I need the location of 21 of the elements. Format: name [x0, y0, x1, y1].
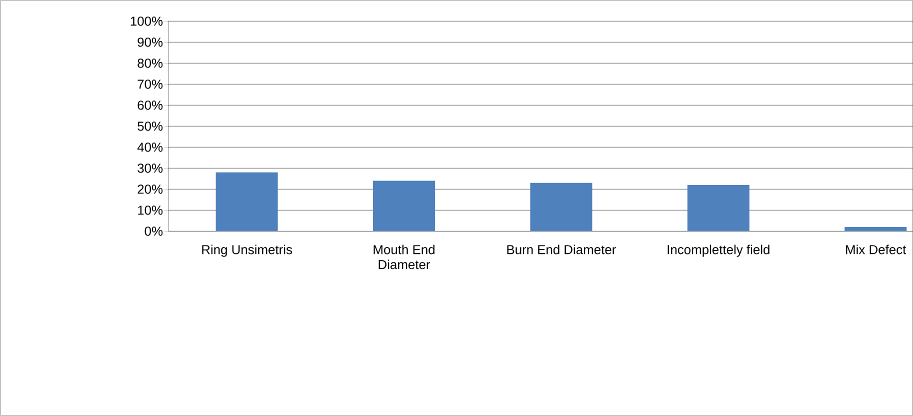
y-tick-label: 0%	[144, 226, 163, 236]
bar	[530, 182, 592, 232]
x-tick-label: Ring Unsimetris	[202, 244, 292, 257]
x-tick-label: Burn End Diameter	[507, 244, 616, 254]
x-tick-label: Mix Defect	[846, 244, 906, 254]
y-tick-label: 30%	[138, 164, 163, 173]
y-tick-label: 90%	[138, 38, 163, 47]
y-tick-label: 70%	[138, 80, 163, 89]
y-tick-label: 10%	[138, 206, 163, 215]
y-tick-label: 100%	[130, 16, 163, 26]
y-tick-label: 40%	[137, 142, 163, 152]
y-tick-label: 80%	[138, 58, 163, 68]
bar	[687, 185, 750, 232]
y-tick-label: 50%	[138, 122, 163, 131]
x-tick-label: Mouth End Diameter	[374, 244, 434, 270]
y-tick-label: 20%	[138, 184, 163, 194]
bar	[373, 180, 436, 232]
bar	[844, 227, 907, 232]
bar	[216, 172, 278, 232]
x-tick-label: Incomplettely field	[668, 244, 770, 257]
y-tick-label: 60%	[138, 100, 163, 110]
